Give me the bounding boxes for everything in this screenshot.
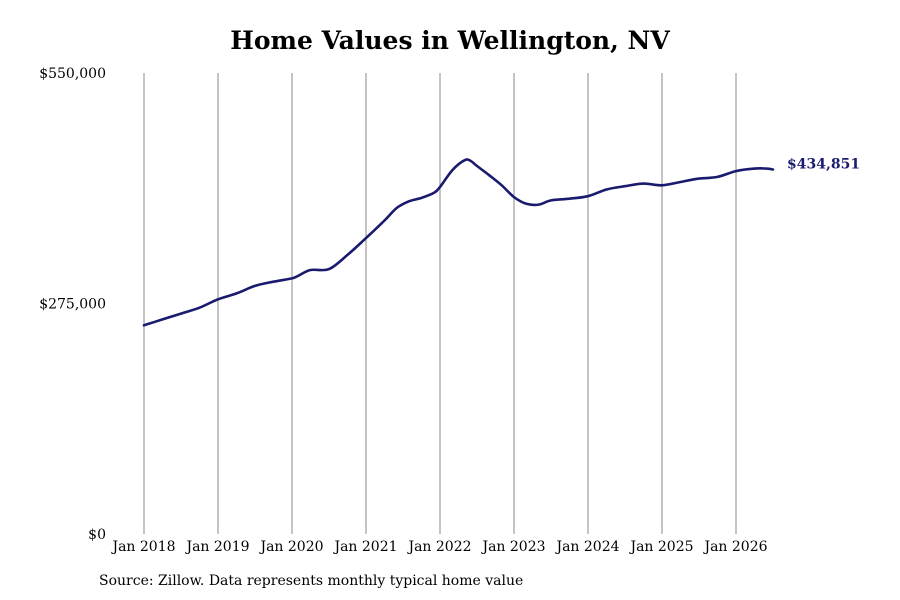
x-tick-label: Jan 2024 [554, 539, 619, 555]
x-tick-label: Jan 2022 [406, 539, 471, 555]
x-tick-label: Jan 2020 [258, 539, 323, 555]
source-note: Source: Zillow. Data represents monthly … [99, 573, 524, 589]
end-value-label: $434,851 [787, 157, 860, 173]
data-labels: $434,851 [787, 157, 860, 173]
y-tick-label: $0 [88, 527, 106, 543]
x-tick-label: Jan 2018 [110, 539, 175, 555]
x-tick-label: Jan 2021 [332, 539, 397, 555]
series-layer [142, 158, 775, 327]
x-axis-tick-labels: Jan 2018 Jan 2019 Jan 2020 Jan 2021 Jan 2022… [110, 539, 767, 555]
x-tick-label: Jan 2019 [184, 539, 249, 555]
chart-title: Home Values in Wellington, NV [230, 26, 670, 55]
y-axis-tick-labels: $0 $275,000 $550,000 [39, 66, 106, 543]
home-value-line [142, 158, 775, 327]
x-tick-label: Jan 2023 [480, 539, 545, 555]
y-tick-label: $550,000 [39, 66, 106, 82]
grid-lines [143, 73, 737, 534]
x-tick-label: Jan 2025 [628, 539, 693, 555]
y-tick-label: $275,000 [39, 297, 106, 313]
x-tick-label: Jan 2026 [702, 539, 767, 555]
